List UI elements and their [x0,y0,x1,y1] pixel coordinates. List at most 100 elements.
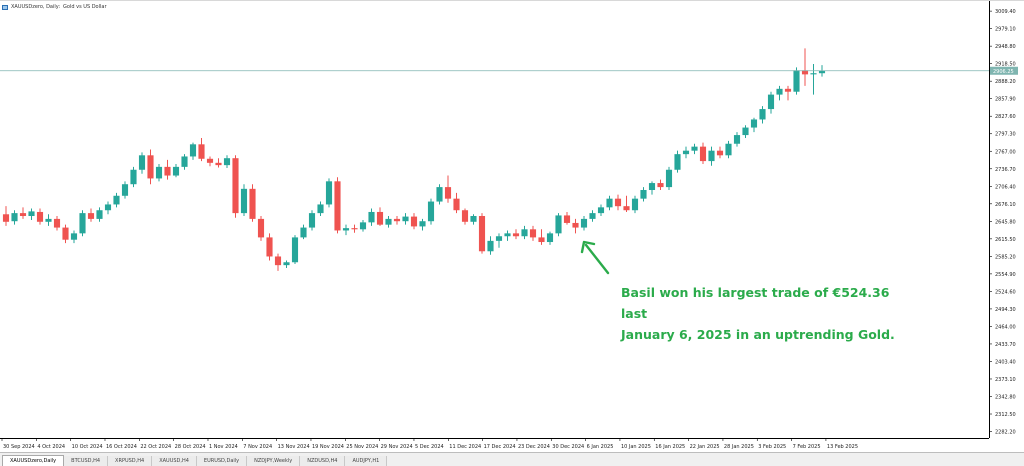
candle-body [410,216,418,227]
price-tick-label: 3009.40 [995,9,1016,15]
time-tick-label: 4 Oct 2024 [37,444,65,450]
candle-body [419,221,426,227]
candle-body [266,237,273,257]
candle-body [657,183,664,188]
time-tick-label: 16 Jan 2025 [655,444,685,450]
price-tick-label: 2464.00 [995,324,1016,330]
candle-body [478,216,486,252]
price-tick-label: 2373.10 [995,377,1016,383]
price-tick-label: 2403.40 [995,359,1016,365]
time-tick-label: 1 Nov 2024 [209,444,238,450]
candle-body [189,144,197,157]
candle-body [19,213,27,217]
candle-body [28,211,35,217]
price-tick-label: 2676.10 [995,202,1016,208]
chart-symbol-icon [2,4,8,10]
candle-body [223,158,231,166]
candle-body [342,228,350,231]
candle-body [716,150,724,156]
candle-body [11,213,18,222]
candle-body [249,188,256,219]
candle-body [121,184,129,196]
price-tick-label: 2524.60 [995,289,1016,295]
candle-body [529,229,537,238]
price-tick-label: 2857.90 [995,97,1016,103]
candle-body [563,215,571,223]
time-tick-label: 23 Dec 2024 [518,444,550,450]
candle-body [359,222,367,230]
time-tick-label: 19 Nov 2024 [312,444,344,450]
current-price-label: 2906.25 [993,69,1014,75]
tab-chart-7[interactable]: NZDUSD,H4 [300,456,346,466]
price-tick-label: 2767.00 [995,149,1016,155]
candle-body [62,227,69,240]
tab-chart-5[interactable]: EURUSD,Daily [196,456,248,466]
candle-body [402,216,409,222]
candle-body [504,233,511,237]
candle-body [572,222,579,228]
candle-body [810,73,817,75]
price-tick-label: 2554.90 [995,272,1016,278]
candle-body [2,214,10,222]
candle-body [742,127,749,136]
candle-body [36,211,44,222]
candle-body [427,201,435,222]
candle-body [444,187,452,199]
candle-body [368,211,375,223]
candle-body [113,195,120,205]
time-tick-label: 30 Dec 2024 [552,444,584,450]
tab-chart-8[interactable]: AUDJPY,H1 [345,456,388,466]
candle-body [580,218,588,228]
candle-body [87,213,95,219]
candle-body [181,156,188,167]
candle-body [555,215,562,234]
price-tick-label: 2948.80 [995,44,1016,50]
candle-body [784,88,792,92]
time-tick-label: 16 Oct 2024 [106,444,137,450]
tab-chart-1[interactable]: XAUUSDzero,Daily [2,455,65,466]
price-tick-label: 2797.30 [995,132,1016,138]
tab-chart-3[interactable]: XRPUSD,H4 [108,456,153,466]
time-tick-label: 22 Jan 2025 [690,444,720,450]
price-tick-label: 2585.20 [995,254,1016,260]
candle-body [232,158,239,214]
candle-body [300,227,307,238]
candle-body [767,94,775,110]
candle-body [708,150,715,162]
chart-window[interactable]: 3009.40 2979.10 2948.80 2918.50 2888.20 2857.… [0,0,1024,452]
time-tick-label: 7 Feb 2025 [793,444,821,450]
candle-body [546,233,554,243]
candle-body [257,218,265,238]
annotation-arrow [584,243,610,275]
candle-body [699,146,707,162]
candle-body [470,216,477,222]
candle-body [725,143,732,156]
time-tick-label: 17 Dec 2024 [484,444,516,450]
price-tick-label: 2615.50 [995,237,1016,243]
candle-body [793,70,800,92]
candle-body [648,183,656,190]
time-tick-label: 22 Oct 2024 [140,444,171,450]
candle-body [130,169,137,185]
tab-chart-6[interactable]: NZDJPY,Weekly [247,456,301,466]
candle-body [623,206,630,211]
price-tick-label: 2736.70 [995,167,1016,173]
candle-body [801,70,809,75]
symbol-description: Gold vs US Dollar [63,4,107,10]
chart-tab-bar: XAUUSDzero,Daily BTCUSD,H4 XRPUSD,H4 XAU… [0,452,1024,466]
tab-chart-4[interactable]: XAUUSD,H4 [152,456,197,466]
candle-body [274,256,282,266]
candle-body [172,166,180,176]
candle-body [453,198,460,211]
candle-body [606,198,613,208]
candle-body [589,213,596,219]
candlestick-chart[interactable]: 3009.40 2979.10 2948.80 2918.50 2888.20 2857.… [0,1,1024,453]
tab-chart-2[interactable]: BTCUSD,H4 [64,456,109,466]
annotation-arrow-head [580,240,596,254]
time-tick-label: 11 Dec 2024 [449,444,481,450]
candle-body [665,169,673,188]
time-tick-label: 25 Nov 2024 [346,444,378,450]
time-tick-label: 10 Jan 2025 [621,444,651,450]
price-tick-label: 2827.60 [995,114,1016,120]
candle-body [487,240,494,252]
